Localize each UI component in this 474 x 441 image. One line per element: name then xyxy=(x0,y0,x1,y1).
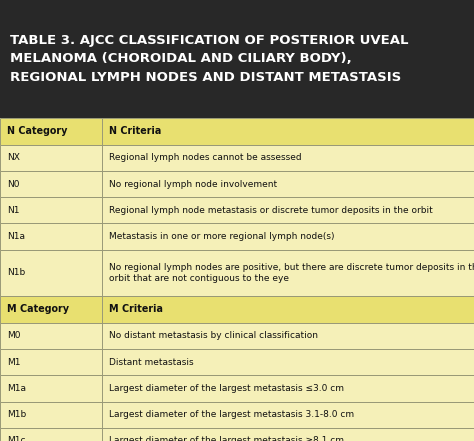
Bar xyxy=(0,0,474,118)
Text: No regional lymph node involvement: No regional lymph node involvement xyxy=(109,179,277,189)
Text: Largest diameter of the largest metastasis ≤3.0 cm: Largest diameter of the largest metastas… xyxy=(109,384,344,393)
Bar xyxy=(0,224,474,250)
Text: M Category: M Category xyxy=(7,304,69,314)
Bar xyxy=(0,250,474,296)
Text: N1: N1 xyxy=(7,206,19,215)
Text: MELANOMA (CHOROIDAL AND CILIARY BODY),: MELANOMA (CHOROIDAL AND CILIARY BODY), xyxy=(10,52,352,66)
Text: Distant metastasis: Distant metastasis xyxy=(109,358,193,367)
Text: Regional lymph nodes cannot be assessed: Regional lymph nodes cannot be assessed xyxy=(109,153,301,162)
Text: No distant metastasis by clinical classification: No distant metastasis by clinical classi… xyxy=(109,332,318,340)
Text: M1: M1 xyxy=(7,358,20,367)
Text: N Criteria: N Criteria xyxy=(109,127,161,136)
Bar xyxy=(0,197,474,224)
Bar xyxy=(0,171,474,197)
Text: Largest diameter of the largest metastasis ≥8.1 cm: Largest diameter of the largest metastas… xyxy=(109,436,344,441)
Text: M Criteria: M Criteria xyxy=(109,304,163,314)
Text: M1c: M1c xyxy=(7,436,26,441)
Bar xyxy=(0,296,474,323)
Text: N1a: N1a xyxy=(7,232,25,241)
Text: Metastasis in one or more regional lymph node(s): Metastasis in one or more regional lymph… xyxy=(109,232,335,241)
Bar xyxy=(0,375,474,401)
Text: M1a: M1a xyxy=(7,384,26,393)
Text: M0: M0 xyxy=(7,332,20,340)
Bar xyxy=(0,401,474,428)
Text: Regional lymph node metastasis or discrete tumor deposits in the orbit: Regional lymph node metastasis or discre… xyxy=(109,206,433,215)
Text: orbit that are not contiguous to the eye: orbit that are not contiguous to the eye xyxy=(109,274,289,283)
Text: No regional lymph nodes are positive, but there are discrete tumor deposits in t: No regional lymph nodes are positive, bu… xyxy=(109,263,474,272)
Text: M1b: M1b xyxy=(7,410,26,419)
Text: N Category: N Category xyxy=(7,127,67,136)
Text: TABLE 3. AJCC CLASSIFICATION OF POSTERIOR UVEAL: TABLE 3. AJCC CLASSIFICATION OF POSTERIO… xyxy=(10,34,409,47)
Text: NX: NX xyxy=(7,153,20,162)
Text: N1b: N1b xyxy=(7,269,25,277)
Bar xyxy=(0,145,474,171)
Text: N0: N0 xyxy=(7,179,19,189)
Bar xyxy=(0,428,474,441)
Bar xyxy=(0,323,474,349)
Bar xyxy=(0,349,474,375)
Bar xyxy=(0,118,474,145)
Text: REGIONAL LYMPH NODES AND DISTANT METASTASIS: REGIONAL LYMPH NODES AND DISTANT METASTA… xyxy=(10,71,401,84)
Text: Largest diameter of the largest metastasis 3.1-8.0 cm: Largest diameter of the largest metastas… xyxy=(109,410,354,419)
